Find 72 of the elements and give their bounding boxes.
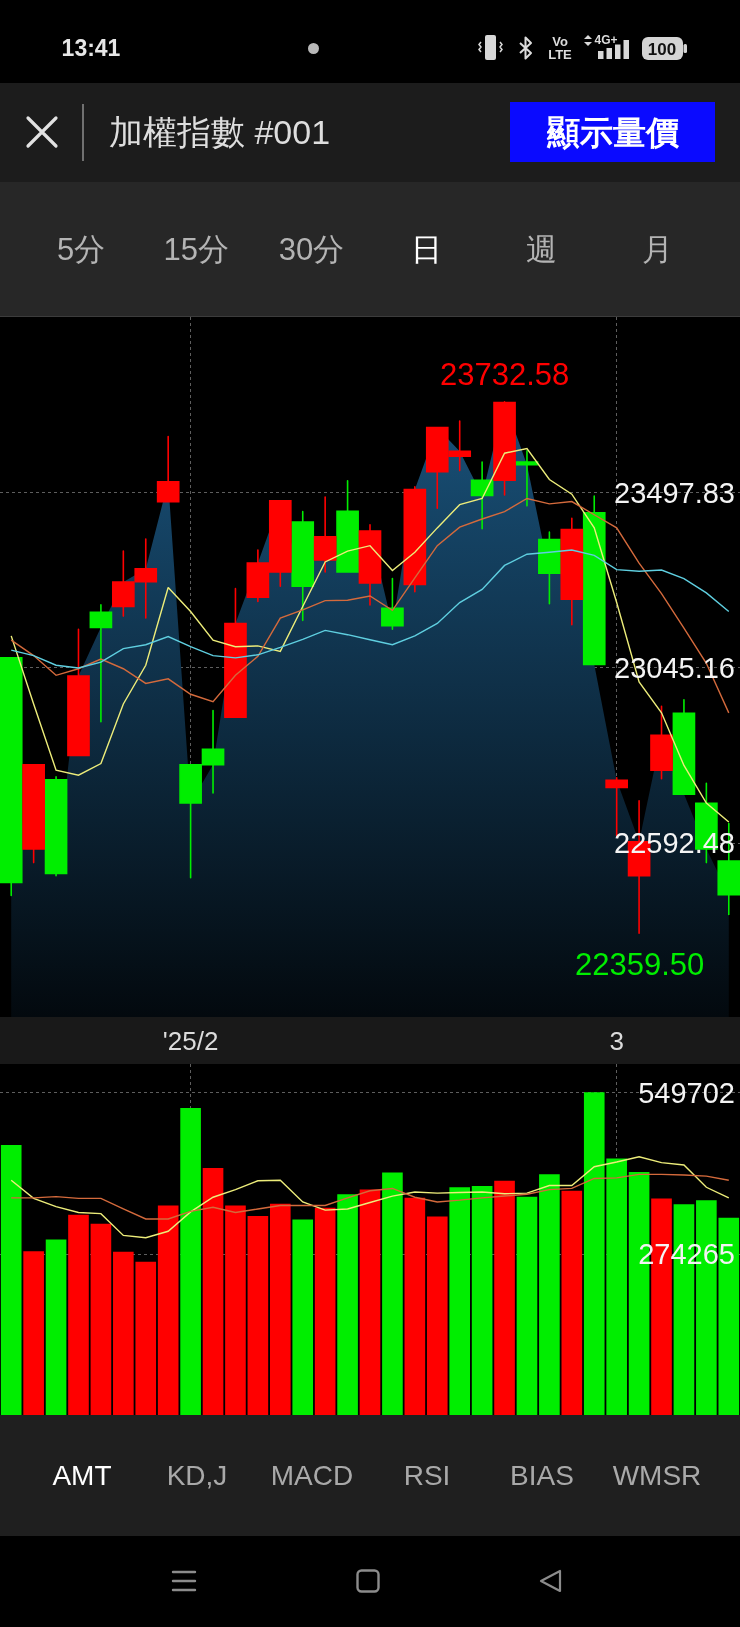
candlestick xyxy=(515,450,539,507)
candlestick xyxy=(89,604,113,723)
candlestick xyxy=(538,531,561,605)
text: 日 xyxy=(411,231,443,267)
bar xyxy=(292,1219,314,1415)
bar xyxy=(90,1223,112,1415)
candlestick xyxy=(560,517,584,626)
text: Vo xyxy=(552,33,568,49)
bar xyxy=(516,1196,538,1415)
candlestick xyxy=(44,775,68,877)
bar xyxy=(449,1187,471,1415)
bar xyxy=(45,1239,67,1415)
candlestick xyxy=(313,496,337,573)
text: WMSR xyxy=(612,1460,702,1491)
text: 13:41 xyxy=(61,34,121,61)
candlestick xyxy=(470,461,494,530)
candlestick xyxy=(156,435,180,503)
bar xyxy=(359,1189,381,1415)
bar xyxy=(269,1203,291,1415)
text: 4G+ xyxy=(594,33,618,47)
annotation: 22359.50 xyxy=(575,947,705,982)
annotation: 23732.58 xyxy=(440,357,570,392)
bar xyxy=(157,1205,179,1415)
text: 月 xyxy=(641,231,673,267)
bar xyxy=(314,1207,336,1415)
bar xyxy=(426,1216,448,1415)
text: 5分 xyxy=(56,231,106,267)
bar xyxy=(337,1194,358,1415)
bar xyxy=(225,1205,246,1415)
text: LTE xyxy=(548,46,572,62)
candlestick xyxy=(224,587,247,718)
bar xyxy=(404,1197,426,1415)
candlestick xyxy=(672,698,696,795)
line-series xyxy=(10,1156,730,1239)
bar xyxy=(68,1214,89,1415)
button: 顯示量價 xyxy=(510,102,715,162)
chart-title: 加權指數 #001 xyxy=(109,113,331,151)
bar xyxy=(382,1172,403,1415)
y-tick-label: 549702 xyxy=(638,1076,736,1109)
text: KD,J xyxy=(166,1460,228,1491)
bar xyxy=(23,1251,44,1415)
text: 15分 xyxy=(163,231,229,267)
text: MACD xyxy=(270,1460,354,1491)
candlestick xyxy=(582,495,606,666)
candlestick xyxy=(22,763,45,864)
text: BIAS xyxy=(510,1460,574,1491)
bar xyxy=(247,1216,269,1415)
bar xyxy=(471,1186,493,1415)
x-tick-label: '25/2 xyxy=(162,1026,219,1056)
candlestick xyxy=(381,577,404,631)
text: 100 xyxy=(647,39,677,58)
bar xyxy=(539,1174,560,1415)
candlestick xyxy=(650,705,673,780)
candlestick xyxy=(67,628,90,757)
candlestick xyxy=(291,510,315,622)
bar xyxy=(494,1180,515,1415)
x-tick-label: 3 xyxy=(609,1026,624,1056)
text: AMT xyxy=(52,1460,112,1491)
candlestick xyxy=(358,523,382,606)
bar xyxy=(202,1167,224,1415)
candlestick xyxy=(0,657,23,897)
bar xyxy=(0,1145,22,1415)
candlestick xyxy=(336,479,359,573)
text: 30分 xyxy=(278,231,345,267)
bar xyxy=(180,1108,201,1415)
y-tick-label: 23497.83 xyxy=(614,476,736,509)
candlestick xyxy=(493,401,516,496)
text: 週 xyxy=(526,231,558,267)
candlestick xyxy=(403,486,427,593)
line-series xyxy=(10,1173,730,1220)
text: RSI xyxy=(403,1460,451,1491)
bar xyxy=(561,1190,583,1415)
